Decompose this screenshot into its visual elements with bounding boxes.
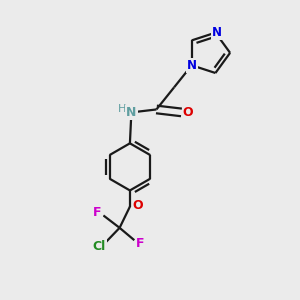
Text: Cl: Cl — [92, 240, 106, 253]
Text: N: N — [212, 26, 222, 39]
Text: O: O — [133, 199, 143, 212]
Text: N: N — [187, 59, 197, 72]
Text: H: H — [118, 104, 126, 115]
Text: F: F — [93, 206, 102, 219]
Text: O: O — [183, 106, 193, 119]
Text: N: N — [126, 106, 136, 119]
Text: F: F — [136, 237, 145, 250]
